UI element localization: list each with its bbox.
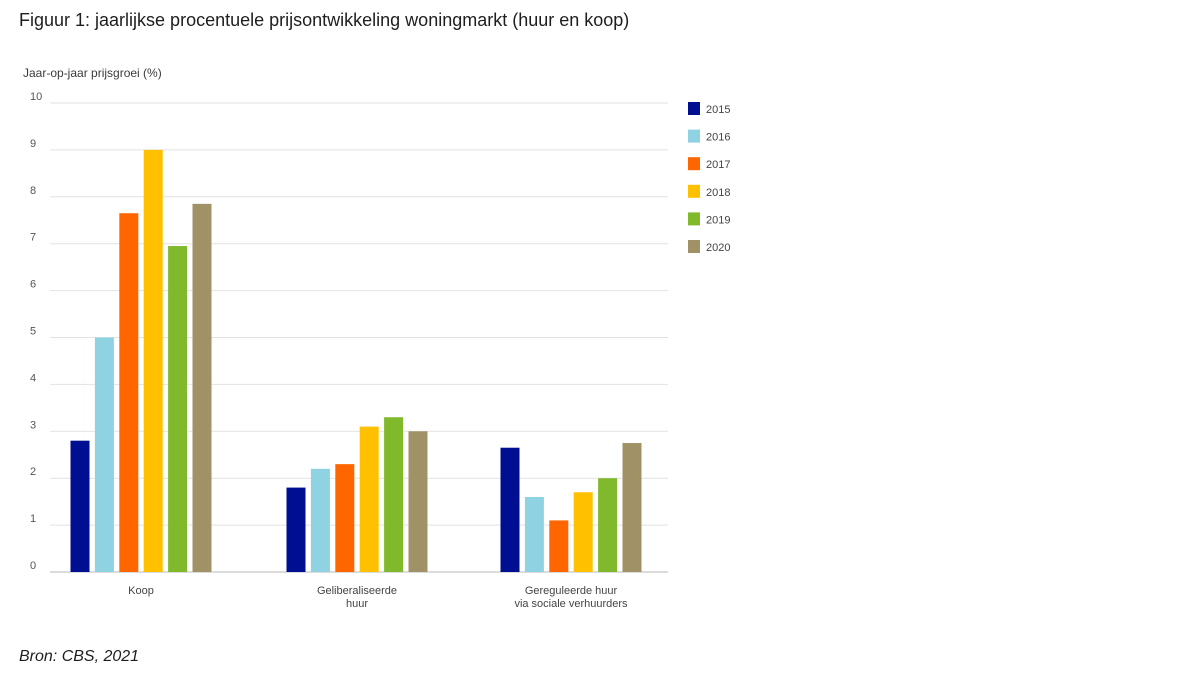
bar-2017-0 — [119, 213, 139, 572]
y-tick-label: 5 — [30, 326, 36, 338]
y-tick-label: 7 — [30, 232, 36, 244]
bar-2020-0 — [192, 203, 212, 572]
bar-2018-1 — [359, 426, 379, 572]
source-note: Bron: CBS, 2021 — [19, 648, 140, 665]
bar-2015-1 — [286, 487, 306, 572]
legend: 2015 2016 2017 2018 2019 2020 — [688, 102, 730, 254]
bar-2015-0 — [70, 440, 90, 572]
bars — [70, 149, 642, 573]
y-tick-label: 10 — [30, 91, 42, 103]
legend-swatch-2020 — [688, 240, 700, 253]
bar-2016-2 — [524, 496, 544, 572]
legend-swatch-2015 — [688, 102, 700, 115]
y-tick-label: 9 — [30, 138, 36, 150]
bar-2020-1 — [408, 431, 428, 572]
category-label: Gereguleerde huur via sociale verhuurders — [514, 585, 628, 610]
category-label: Geliberaliseerde huur — [317, 585, 397, 610]
bar-2017-2 — [549, 520, 569, 572]
category-labels: Koop Geliberaliseerde huur Gereguleerde huu… — [128, 585, 628, 610]
legend-swatch-2016 — [688, 129, 700, 143]
bar-2019-1 — [384, 417, 404, 572]
bar-2018-2 — [573, 492, 593, 572]
y-tick-label: 0 — [30, 560, 36, 572]
legend-label-2015: 2015 — [706, 104, 730, 116]
bar-2020-2 — [622, 443, 642, 572]
bar-2018-0 — [143, 149, 163, 572]
bar-2016-1 — [310, 468, 330, 572]
y-tick-label: 8 — [30, 185, 36, 197]
legend-swatch-2017 — [688, 157, 700, 171]
bar-2016-0 — [94, 337, 114, 572]
bar-2019-0 — [168, 246, 188, 573]
y-tick-label: 4 — [30, 372, 36, 384]
legend-label-2017: 2017 — [706, 159, 730, 171]
y-axis-label: Jaar-op-jaar prijsgroei (%) — [23, 66, 162, 80]
bar-2015-2 — [500, 447, 520, 572]
bar-2017-1 — [335, 464, 355, 572]
y-tick-label: 2 — [30, 466, 36, 478]
y-tick-label: 1 — [30, 513, 36, 525]
legend-label-2019: 2019 — [706, 214, 730, 226]
legend-label-2020: 2020 — [706, 242, 730, 254]
y-axis-ticks: 0 1 2 3 4 5 6 7 8 9 10 — [30, 91, 42, 572]
y-tick-label: 3 — [30, 419, 36, 431]
legend-label-2018: 2018 — [706, 187, 730, 199]
legend-swatch-2019 — [688, 212, 700, 226]
legend-swatch-2018 — [688, 184, 700, 198]
y-tick-label: 6 — [30, 279, 36, 291]
figure-title: Figuur 1: jaarlijkse procentuele prijson… — [19, 10, 630, 30]
category-label: Koop — [128, 585, 154, 597]
bar-2019-2 — [598, 478, 618, 572]
legend-label-2016: 2016 — [706, 132, 730, 144]
